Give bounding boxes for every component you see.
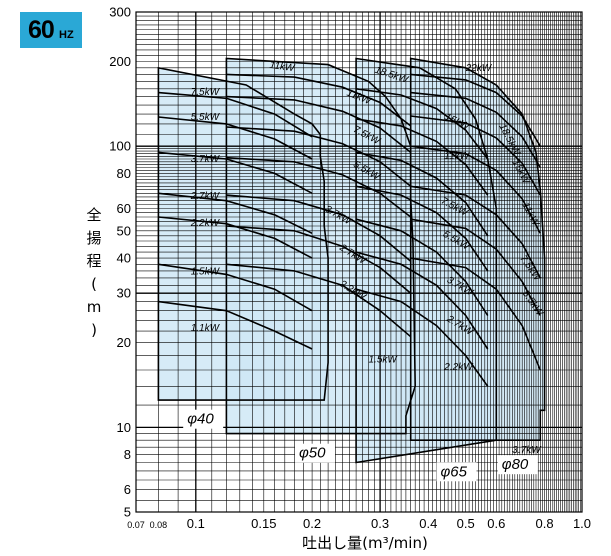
performance-curve <box>226 126 412 187</box>
y-axis-label-char: 程 <box>86 252 102 270</box>
power-label: 1.5kW <box>369 355 399 366</box>
performance-curve <box>355 88 489 160</box>
performance-curve <box>158 216 313 259</box>
performance-curve <box>158 91 313 138</box>
y-axis-label-char: 全 <box>86 206 102 224</box>
performance-curve <box>158 116 313 160</box>
x-tick-label: 0.8 <box>536 516 554 531</box>
performance-curve <box>410 257 542 371</box>
y-tick-label: 200 <box>109 54 131 69</box>
x-tick-label: 0.5 <box>457 516 475 531</box>
performance-curve <box>226 194 412 262</box>
power-label: 11kW <box>444 151 470 162</box>
y-tick-label: 50 <box>117 223 131 238</box>
power-label: 11kW <box>269 60 297 75</box>
power-label: 2.7kW <box>190 191 221 202</box>
power-label: 1.1kW <box>191 323 221 334</box>
x-tick-label: 0.4 <box>419 516 437 531</box>
y-tick-label: 8 <box>124 447 131 462</box>
performance-curve <box>355 288 489 387</box>
region-label: φ65 <box>441 463 468 480</box>
region-outline <box>157 66 329 401</box>
chart-labels: 0.07 0.08 0.1 0.15 0.2 0.3 0.4 0.5 0.6 0.8 1.0 5 6 8 1… <box>109 5 591 532</box>
performance-curve <box>410 91 541 168</box>
power-label: 2.2kW <box>443 362 474 373</box>
performance-curve <box>355 218 489 316</box>
x-tick-label: 0.2 <box>303 516 321 531</box>
x-tick-label: 1.0 <box>573 516 591 531</box>
y-tick-label: 80 <box>117 166 131 181</box>
region-label: φ40 <box>187 411 214 428</box>
y-tick-label: 100 <box>109 139 131 154</box>
region-label-background <box>436 462 477 482</box>
performance-curve <box>410 73 541 147</box>
x-tick-label: 0.15 <box>251 516 276 531</box>
performance-curve <box>355 151 489 237</box>
y-tick-label: 5 <box>124 505 131 520</box>
performance-curve <box>355 185 489 272</box>
region-outline <box>409 57 546 442</box>
region-label-background <box>295 443 335 463</box>
y-tick-label: 10 <box>117 420 131 435</box>
y-tick-label: 30 <box>117 286 131 301</box>
performance-curves <box>157 57 546 464</box>
performance-curve <box>410 115 541 196</box>
power-label: 5.5kW <box>191 112 221 123</box>
performance-curve <box>158 192 313 235</box>
performance-curve <box>226 95 412 154</box>
performance-curve <box>226 225 412 294</box>
y-axis-label-char: m <box>86 298 102 316</box>
x-tick-label: 0.07 <box>127 520 145 530</box>
performance-curve <box>226 156 412 218</box>
performance-curve <box>355 118 489 196</box>
y-tick-label: 6 <box>124 482 131 497</box>
performance-curve <box>410 218 542 316</box>
plot-frame <box>135 11 583 513</box>
performance-curve <box>410 145 542 234</box>
y-tick-label: 60 <box>117 201 131 216</box>
performance-curve <box>355 251 489 350</box>
performance-curve <box>158 300 313 350</box>
x-tick-label: 0.08 <box>150 520 168 530</box>
frequency-number: 60 <box>28 16 55 44</box>
region-label: φ50 <box>299 445 326 462</box>
power-label: 7.5kW <box>191 87 221 98</box>
power-label: 3.7kW <box>191 154 221 165</box>
x-tick-label: 0.6 <box>487 516 505 531</box>
performance-curve <box>226 73 412 127</box>
region-label: φ80 <box>502 456 529 473</box>
frequency-badge: 60 HZ <box>20 12 82 48</box>
y-axis-label-char: ) <box>91 321 97 339</box>
power-label: 2.2kW <box>190 218 221 229</box>
region-label-background <box>183 409 224 429</box>
region-outline <box>355 57 498 464</box>
y-tick-label: 40 <box>117 251 131 266</box>
power-label: 3.7kW <box>512 445 542 456</box>
y-axis-label-char: ( <box>91 275 97 293</box>
performance-curve <box>226 263 412 338</box>
power-label: 1.5kW <box>191 266 221 277</box>
performance-curve <box>158 263 313 312</box>
y-tick-label: 20 <box>117 335 131 350</box>
x-axis-label: 吐出し量(m³/min) <box>302 534 428 552</box>
performance-curve <box>158 151 313 195</box>
y-axis-label: 全 揚 程 ( m ) <box>84 204 104 342</box>
region-label-background <box>497 455 538 475</box>
x-tick-label: 0.1 <box>187 516 205 531</box>
power-label: 22kW <box>465 63 493 74</box>
frequency-unit: HZ <box>59 29 74 41</box>
x-tick-label: 0.3 <box>371 516 389 531</box>
performance-curve <box>410 185 542 279</box>
y-tick-label: 300 <box>109 5 131 20</box>
y-axis-label-char: 揚 <box>86 229 102 247</box>
